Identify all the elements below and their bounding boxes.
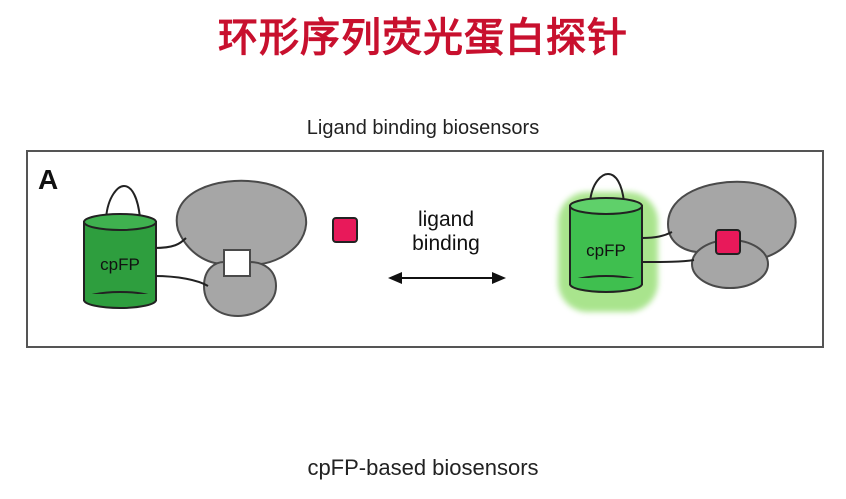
bound-sensor: cpFP — [558, 172, 797, 312]
bound-ligand — [715, 229, 741, 255]
arrow-label-binding: binding — [412, 232, 480, 255]
figure-panel: A cpFP ligand b — [26, 150, 824, 348]
cpfp-barrel-top-bound — [569, 197, 643, 215]
barrel-handle-bound — [589, 172, 625, 203]
caption: cpFP-based biosensors — [307, 455, 539, 480]
linker-lower-bound — [641, 259, 695, 263]
arrow-label-ligand: ligand — [418, 208, 474, 231]
upper-binding-domain — [175, 179, 308, 266]
linker-lower — [153, 275, 209, 287]
panel-label: A — [38, 164, 59, 195]
unbound-sensor: cpFP — [83, 179, 308, 318]
linker-upper-bound — [641, 231, 673, 239]
cpfp-barrel-top — [83, 213, 157, 231]
free-ligand — [332, 217, 358, 243]
diagram: cpFP ligand binding — [83, 172, 797, 318]
figure-heading: Ligand binding biosensors — [306, 117, 540, 139]
equilibrium-arrow — [388, 272, 506, 284]
lower-binding-domain — [202, 260, 278, 318]
cpfp-barrel-body — [83, 221, 157, 301]
page-title: 环形序列荧光蛋白探针 — [218, 15, 628, 61]
cpfp-label-left: cpFP — [100, 255, 140, 274]
cpfp-barrel-body-bound — [569, 205, 643, 285]
linker-upper — [153, 237, 187, 249]
cpfp-label-right: cpFP — [586, 241, 626, 260]
barrel-handle — [105, 184, 141, 219]
